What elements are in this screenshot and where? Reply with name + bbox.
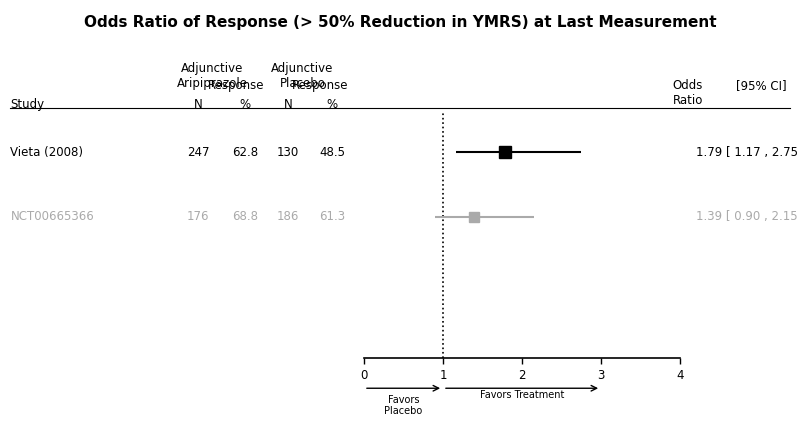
Text: %: % bbox=[326, 98, 338, 111]
Text: %: % bbox=[239, 98, 250, 111]
Text: Odds Ratio of Response (> 50% Reduction in YMRS) at Last Measurement: Odds Ratio of Response (> 50% Reduction … bbox=[84, 15, 716, 30]
Text: 176: 176 bbox=[187, 210, 210, 223]
Text: 186: 186 bbox=[277, 210, 299, 223]
Text: 247: 247 bbox=[187, 146, 210, 159]
Text: 130: 130 bbox=[277, 146, 299, 159]
Text: 61.3: 61.3 bbox=[319, 210, 345, 223]
Text: 1.39 [ 0.90 , 2.15 ]: 1.39 [ 0.90 , 2.15 ] bbox=[696, 210, 800, 223]
Text: [95% CI]: [95% CI] bbox=[736, 79, 786, 92]
Text: Response: Response bbox=[292, 79, 348, 92]
Text: 68.8: 68.8 bbox=[232, 210, 258, 223]
Text: N: N bbox=[284, 98, 292, 111]
Text: NCT00665366: NCT00665366 bbox=[10, 210, 94, 223]
Text: 48.5: 48.5 bbox=[319, 146, 345, 159]
Text: N: N bbox=[194, 98, 202, 111]
Text: 62.8: 62.8 bbox=[232, 146, 258, 159]
Text: Adjunctive
Aripiprazole: Adjunctive Aripiprazole bbox=[177, 62, 247, 90]
Text: Odds
Ratio: Odds Ratio bbox=[673, 79, 703, 107]
Text: Adjunctive
Placebo: Adjunctive Placebo bbox=[271, 62, 334, 90]
Text: Study: Study bbox=[10, 98, 45, 111]
Text: 1.79 [ 1.17 , 2.75 ]: 1.79 [ 1.17 , 2.75 ] bbox=[696, 146, 800, 159]
Text: Favors
Placebo: Favors Placebo bbox=[384, 395, 422, 416]
Text: Vieta (2008): Vieta (2008) bbox=[10, 146, 83, 159]
Text: Favors Treatment: Favors Treatment bbox=[480, 390, 564, 400]
Text: Response: Response bbox=[208, 79, 264, 92]
